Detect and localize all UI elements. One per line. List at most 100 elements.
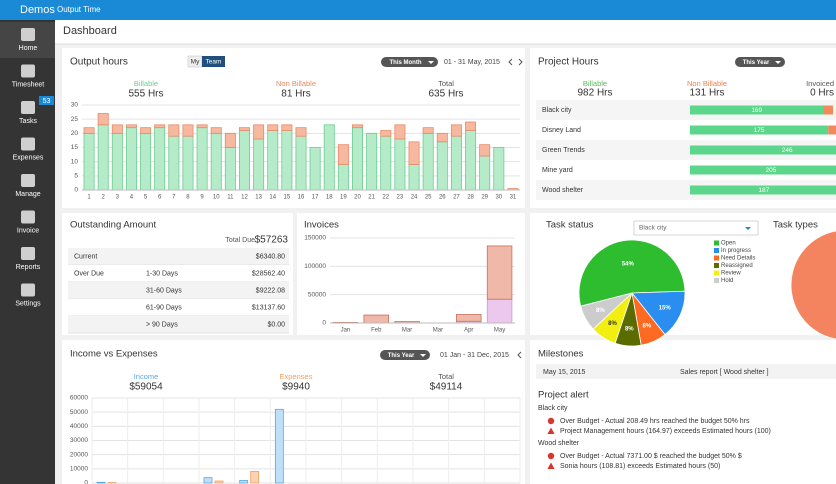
cell-amount: $0.00	[267, 321, 285, 328]
nav-label[interactable]: Timesheet	[12, 81, 44, 88]
bar-segment	[238, 127, 250, 131]
bar-segment	[140, 127, 152, 134]
alert-text: Over Budget - Actual 208.49 hrs reached …	[560, 418, 750, 425]
bar-segment	[690, 165, 836, 175]
bar-segment	[224, 132, 236, 148]
nav-icon[interactable]	[21, 210, 35, 224]
row-label: Green Trends	[542, 147, 585, 154]
panel-title: Output hours	[70, 57, 128, 68]
summary-value: $9940	[282, 382, 310, 393]
legend-swatch	[714, 240, 719, 246]
dropdown-caret	[428, 61, 434, 64]
nav-icon[interactable]	[21, 101, 35, 114]
nav-label[interactable]: Reports	[16, 264, 41, 271]
panel-title: Task status	[546, 220, 594, 231]
legend-swatch	[714, 248, 719, 253]
next-arrow[interactable]	[518, 58, 523, 66]
milestone-text: Sales report [ Wood shelter ]	[680, 369, 769, 376]
nav-icon[interactable]	[21, 283, 35, 297]
nav-icon[interactable]	[21, 174, 35, 187]
y-tick-label: 40000	[70, 423, 88, 430]
slice-label: 54%	[622, 262, 635, 268]
bar-segment	[486, 245, 513, 300]
y-tick-label: 30	[71, 102, 79, 109]
bar-segment	[450, 135, 462, 191]
x-tick-label: Feb	[371, 328, 382, 334]
bar-segment	[210, 127, 222, 134]
summary-value: 555 Hrs	[128, 89, 163, 100]
y-tick-label: 0	[74, 187, 78, 194]
bar-segment	[337, 164, 349, 191]
cell-range: > 90 Days	[146, 321, 178, 328]
alert-project: Wood shelter	[538, 440, 580, 447]
bar-segment	[690, 185, 836, 195]
bar-segment	[224, 147, 236, 191]
pie-slice	[580, 292, 633, 330]
bar-segment	[295, 127, 307, 137]
nav-icon[interactable]	[21, 137, 35, 151]
bar-segment	[154, 127, 166, 191]
nav-icon[interactable]	[21, 28, 35, 41]
nav-label[interactable]: Invoice	[17, 227, 39, 234]
summary-label: Total	[438, 79, 454, 88]
row-stripe	[536, 180, 836, 200]
legend-entry: Reassigned	[721, 263, 753, 269]
dropdown[interactable]	[380, 350, 430, 360]
y-tick-label: 20000	[70, 451, 88, 458]
badge	[39, 96, 54, 105]
bar	[214, 480, 224, 484]
filter-dropdown[interactable]	[633, 220, 759, 236]
date-range: 01 Jan - 31 Dec, 2015	[440, 352, 509, 359]
bar-segment	[337, 144, 349, 165]
summary-value: 0 Hrs	[810, 88, 834, 99]
bar-segment	[125, 127, 137, 191]
dropdown[interactable]	[735, 57, 785, 67]
alert-icon	[547, 452, 555, 460]
x-tick-label: 3	[116, 195, 120, 201]
bar-value-label: 187	[758, 187, 769, 194]
bar-segment	[83, 127, 95, 134]
legend-entry: Review	[721, 271, 741, 277]
x-tick-label: 20	[354, 195, 361, 201]
alert-icon	[547, 417, 555, 425]
nav-label[interactable]: Home	[19, 45, 38, 52]
bar-segment	[450, 124, 462, 137]
x-tick-label: 10	[213, 195, 220, 201]
brand[interactable]: Demos	[20, 4, 55, 16]
panel-title: Task types	[773, 220, 818, 231]
bar-segment	[408, 164, 420, 191]
legend-entry: Non Billable	[687, 79, 727, 88]
prev-arrow[interactable]	[517, 351, 522, 359]
y-tick-label: 60000	[70, 395, 88, 402]
prev-arrow[interactable]	[508, 58, 513, 66]
x-tick-label: 28	[467, 195, 474, 201]
dropdown[interactable]	[381, 57, 438, 67]
bar-segment	[196, 124, 208, 129]
nav-label[interactable]: Manage	[15, 191, 40, 198]
toggle-label[interactable]: My	[191, 59, 200, 66]
nav-label[interactable]: Settings	[15, 300, 41, 307]
milestone-date: May 15, 2015	[543, 369, 586, 376]
x-tick-label: 30	[495, 195, 502, 201]
bar-segment	[380, 135, 392, 191]
toggle-label[interactable]: Team	[206, 59, 222, 66]
x-tick-label: 12	[241, 195, 248, 201]
bar-segment	[309, 147, 321, 191]
bar-segment	[486, 298, 513, 324]
nav-label[interactable]: Tasks	[19, 118, 37, 125]
x-tick-label: 7	[172, 195, 176, 201]
table-row	[68, 265, 289, 282]
nav-icon[interactable]	[21, 247, 35, 260]
bar-segment	[323, 124, 335, 191]
toggle-team[interactable]	[202, 56, 225, 67]
bar	[203, 477, 213, 484]
total-value: $57263	[255, 235, 289, 246]
slice-label: 8%	[642, 323, 651, 329]
dropdown-label: This Year	[743, 60, 770, 66]
alert-icon	[547, 427, 555, 434]
nav-label[interactable]: Expenses	[13, 154, 44, 161]
y-tick-label: 10000	[70, 466, 88, 473]
bar-segment	[125, 124, 137, 129]
nav-icon[interactable]	[21, 64, 35, 78]
